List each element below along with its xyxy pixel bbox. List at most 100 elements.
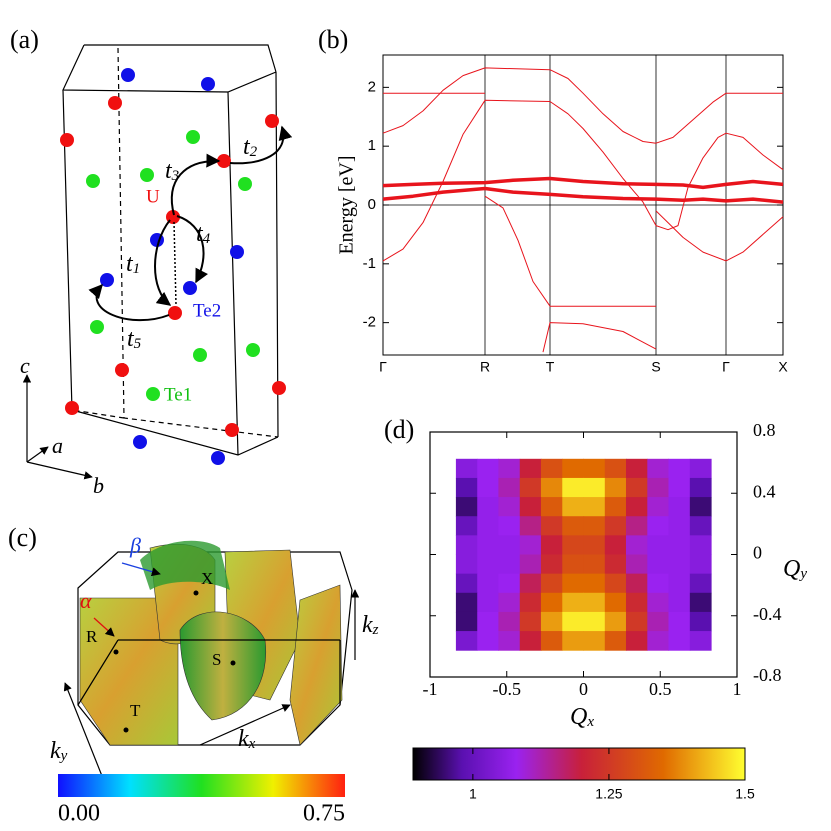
colorbar-tick-label: 1.25 [595, 786, 622, 802]
heat-cell [647, 458, 670, 479]
heat-cell [455, 631, 478, 651]
heat-cell [689, 631, 712, 651]
x-tick-label: T [546, 359, 555, 375]
y-tick-label: 0.8 [753, 420, 776, 440]
heat-cell [625, 497, 648, 517]
heat-cell [625, 458, 648, 479]
heat-cell [498, 458, 521, 479]
x-tick-label: S [651, 359, 660, 375]
heat-cell [689, 477, 712, 498]
heat-cell [455, 516, 478, 536]
heat-cell [540, 497, 563, 517]
x-tick-label: R [480, 359, 490, 375]
heat-cell [668, 477, 691, 498]
heat-cell [455, 573, 478, 594]
heat-cell [625, 535, 648, 555]
heat-cell [519, 477, 542, 498]
heat-cell [604, 458, 627, 479]
u-atoms [60, 96, 286, 437]
heat-cell [647, 611, 670, 632]
y-axis-label: Qy [783, 556, 807, 583]
point-label: R [86, 627, 98, 646]
heat-cell [455, 554, 478, 575]
x-tick-label: -1 [423, 679, 438, 699]
colorbar [412, 747, 746, 781]
heat-cell [519, 458, 542, 479]
heat-cell [625, 516, 648, 536]
axis-label: kx [238, 726, 256, 753]
heat-cell [477, 573, 500, 594]
heat-cell [562, 573, 585, 594]
atom-label: U [146, 186, 160, 207]
te2-atoms [100, 68, 244, 465]
sheet-label: β [129, 533, 141, 558]
heat-cell [604, 554, 627, 575]
heat-cell [689, 611, 712, 632]
heat-cell [477, 611, 500, 632]
heat-cell [519, 516, 542, 536]
panel-label: (d) [384, 415, 414, 444]
sheet-label: α [80, 588, 92, 613]
band [542, 322, 657, 353]
heat-cell [625, 631, 648, 651]
y-tick-label: 1 [368, 137, 376, 154]
y-tick-label: -0.8 [753, 665, 782, 685]
heat-cell [689, 554, 712, 575]
heat-cell [668, 516, 691, 536]
x-axis-label: Qx [570, 704, 594, 731]
heat-cell [583, 554, 606, 575]
band [382, 67, 727, 144]
heat-cell [604, 535, 627, 555]
heat-cell [498, 477, 521, 498]
heat-cell [668, 554, 691, 575]
heat-cell [519, 573, 542, 594]
y-axis-label: Energy [eV] [336, 155, 358, 254]
heat-cell [604, 497, 627, 517]
hopping-label: t4 [196, 221, 211, 248]
band [382, 176, 784, 190]
heat-cell [647, 592, 670, 613]
atoms [60, 68, 286, 465]
heat-cell [647, 573, 670, 594]
heat-cell [689, 573, 712, 594]
heat-cell [689, 516, 712, 536]
band [382, 99, 784, 262]
x-tick-label: -0.5 [493, 679, 522, 699]
heat-cell [689, 458, 712, 479]
heat-cell [519, 497, 542, 517]
atom-label: Te2 [193, 300, 221, 321]
heat-cell [540, 516, 563, 536]
heat-cell [455, 458, 478, 479]
heat-cell [540, 477, 563, 498]
colorbar [58, 774, 345, 797]
band [484, 195, 656, 307]
x-tick-label: 1 [733, 679, 742, 699]
heat-cell [498, 535, 521, 555]
heat-cell [455, 592, 478, 613]
heat-cell [498, 592, 521, 613]
y-tick-label: -1 [363, 255, 376, 272]
heat-cell [583, 631, 606, 651]
y-tick-label: -2 [363, 314, 376, 331]
heat-cell [668, 592, 691, 613]
colorbar-tick-label: 0.75 [303, 801, 345, 827]
heat-cell [562, 458, 585, 479]
heat-cell [498, 631, 521, 651]
axis-label: a [52, 433, 63, 458]
hopping-arrows [88, 125, 293, 322]
heat-cell [583, 458, 606, 479]
heat-cell [477, 554, 500, 575]
x-tick-label: Γ [722, 359, 730, 375]
x-tick-label: 0.5 [649, 679, 672, 699]
heat-cell [604, 477, 627, 498]
heat-cell [477, 592, 500, 613]
x-tick-label: Γ [379, 359, 387, 375]
panel-label: (b) [318, 25, 348, 54]
heat-cell [668, 535, 691, 555]
atom-label: Te1 [164, 384, 192, 405]
heat-cell [668, 497, 691, 517]
heat-cell [540, 631, 563, 651]
heat-cell [625, 611, 648, 632]
te1-atoms [86, 130, 260, 401]
x-tick-label: 0 [579, 679, 588, 699]
